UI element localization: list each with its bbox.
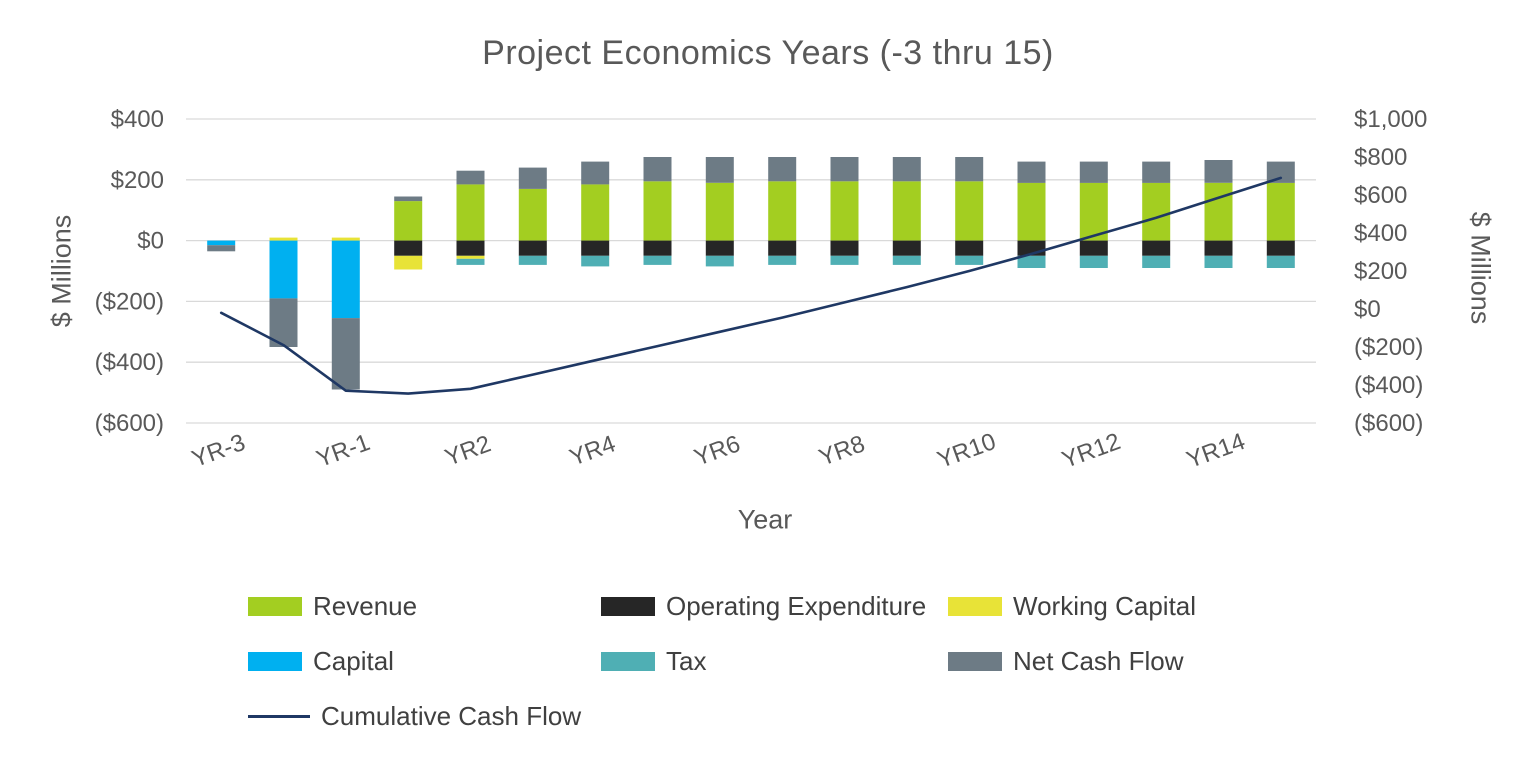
x-axis-tick: YR8 bbox=[815, 430, 868, 471]
right-axis-tick: $0 bbox=[1354, 296, 1381, 323]
bar-segment-tax bbox=[456, 258, 485, 265]
bar-segment-working-capital bbox=[269, 237, 298, 241]
right-axis-tick: $800 bbox=[1354, 144, 1407, 171]
bar-segment-net-cash-flow bbox=[394, 196, 423, 202]
bar-segment-tax bbox=[1142, 255, 1171, 268]
bar-segment-revenue bbox=[1017, 182, 1046, 241]
bar-segment-tax bbox=[518, 255, 547, 265]
left-axis-tick: $400 bbox=[111, 106, 164, 133]
bar-segment-net-cash-flow bbox=[1266, 161, 1295, 183]
x-axis-tick: YR6 bbox=[691, 430, 744, 471]
bar-segment-capital bbox=[269, 240, 298, 299]
bar-segment-operating-expenditure bbox=[1204, 240, 1233, 256]
cumulative-cash-flow-line bbox=[219, 176, 1283, 395]
x-axis-tick: YR-3 bbox=[188, 429, 249, 473]
bar-segment-operating-expenditure bbox=[705, 240, 734, 256]
x-axis-title: Year bbox=[737, 504, 793, 535]
right-axis-tick: $400 bbox=[1354, 220, 1407, 247]
x-axis-tick: YR14 bbox=[1183, 428, 1249, 474]
right-axis-tick: ($400) bbox=[1354, 372, 1423, 399]
bar-segment-operating-expenditure bbox=[1266, 240, 1295, 256]
right-axis-tick: ($600) bbox=[1354, 410, 1423, 437]
bar-segment-tax bbox=[1079, 255, 1108, 268]
right-axis-tick: $600 bbox=[1354, 182, 1407, 209]
bar-segment-tax bbox=[830, 255, 859, 265]
bar-segment-net-cash-flow bbox=[331, 318, 360, 390]
bar-segment-net-cash-flow bbox=[518, 167, 547, 189]
bar-segment-capital bbox=[207, 240, 236, 246]
right-axis-tick: ($200) bbox=[1354, 334, 1423, 361]
bar-segment-revenue bbox=[643, 181, 672, 241]
bar-segment-net-cash-flow bbox=[892, 157, 921, 182]
bar-segment-revenue bbox=[518, 188, 547, 241]
bar-segment-revenue bbox=[1079, 182, 1108, 241]
x-axis-tick: YR-1 bbox=[313, 429, 374, 473]
bar-segment-tax bbox=[1266, 255, 1295, 268]
bar-segment-tax bbox=[643, 255, 672, 265]
bar-segment-net-cash-flow bbox=[643, 157, 672, 182]
left-axis-tick: ($200) bbox=[95, 288, 164, 315]
bar-segment-operating-expenditure bbox=[1079, 240, 1108, 256]
bar-segment-tax bbox=[705, 255, 734, 267]
bar-segment-working-capital bbox=[394, 255, 423, 270]
bar-segment-capital bbox=[331, 240, 360, 319]
bar-segment-operating-expenditure bbox=[892, 240, 921, 256]
bar-segment-operating-expenditure bbox=[581, 240, 610, 256]
bar-segment-net-cash-flow bbox=[705, 157, 734, 183]
x-axis-tick: YR12 bbox=[1058, 428, 1124, 474]
left-axis-tick: ($400) bbox=[95, 349, 164, 376]
bar-segment-tax bbox=[1204, 255, 1233, 268]
bar-segment-operating-expenditure bbox=[768, 240, 797, 256]
bar-segment-revenue bbox=[456, 184, 485, 241]
bar-segment-revenue bbox=[394, 201, 423, 241]
bar-segment-revenue bbox=[1142, 182, 1171, 241]
bar-segment-operating-expenditure bbox=[643, 240, 672, 256]
x-axis-tick: YR4 bbox=[566, 430, 619, 471]
bar-segment-revenue bbox=[705, 182, 734, 241]
bar-segment-tax bbox=[768, 255, 797, 265]
bar-segment-revenue bbox=[1204, 182, 1233, 241]
bar-segment-operating-expenditure bbox=[518, 240, 547, 256]
left-axis-tick: $200 bbox=[111, 167, 164, 194]
bar-segment-tax bbox=[892, 255, 921, 265]
bar-segment-revenue bbox=[1266, 182, 1295, 241]
x-axis-tick: YR10 bbox=[934, 428, 1000, 474]
bar-segment-revenue bbox=[830, 181, 859, 241]
bar-segment-tax bbox=[1017, 255, 1046, 268]
bar-segment-operating-expenditure bbox=[456, 240, 485, 256]
bar-segment-net-cash-flow bbox=[768, 157, 797, 182]
left-axis-tick: ($600) bbox=[95, 410, 164, 437]
bar-segment-working-capital bbox=[456, 255, 485, 259]
bar-segment-operating-expenditure bbox=[1142, 240, 1171, 256]
bar-segment-revenue bbox=[892, 181, 921, 241]
bar-segment-operating-expenditure bbox=[394, 240, 423, 256]
left-axis-tick: $0 bbox=[137, 228, 164, 255]
bar-segment-tax bbox=[581, 255, 610, 267]
bar-segment-net-cash-flow bbox=[581, 161, 610, 185]
bar-segment-operating-expenditure bbox=[955, 240, 984, 256]
bar-segment-operating-expenditure bbox=[830, 240, 859, 256]
bar-segment-net-cash-flow bbox=[830, 157, 859, 182]
chart-title: Project Economics Years (-3 thru 15) bbox=[482, 34, 1054, 72]
bar-segment-net-cash-flow bbox=[456, 170, 485, 185]
bar-segment-net-cash-flow bbox=[1017, 161, 1046, 183]
bar-segment-revenue bbox=[768, 181, 797, 241]
bar-segment-net-cash-flow bbox=[955, 157, 984, 182]
bar-segment-net-cash-flow bbox=[207, 245, 236, 252]
right-axis-tick: $1,000 bbox=[1354, 106, 1427, 133]
bar-segment-net-cash-flow bbox=[1079, 161, 1108, 183]
bar-segment-net-cash-flow bbox=[1142, 161, 1171, 183]
bar-segment-net-cash-flow bbox=[1204, 160, 1233, 183]
x-axis-tick: YR2 bbox=[441, 430, 494, 471]
bar-segment-working-capital bbox=[331, 237, 360, 241]
right-axis-tick: $200 bbox=[1354, 258, 1407, 285]
bar-segment-revenue bbox=[955, 181, 984, 241]
bar-segment-tax bbox=[955, 255, 984, 265]
bar-segment-revenue bbox=[581, 184, 610, 241]
